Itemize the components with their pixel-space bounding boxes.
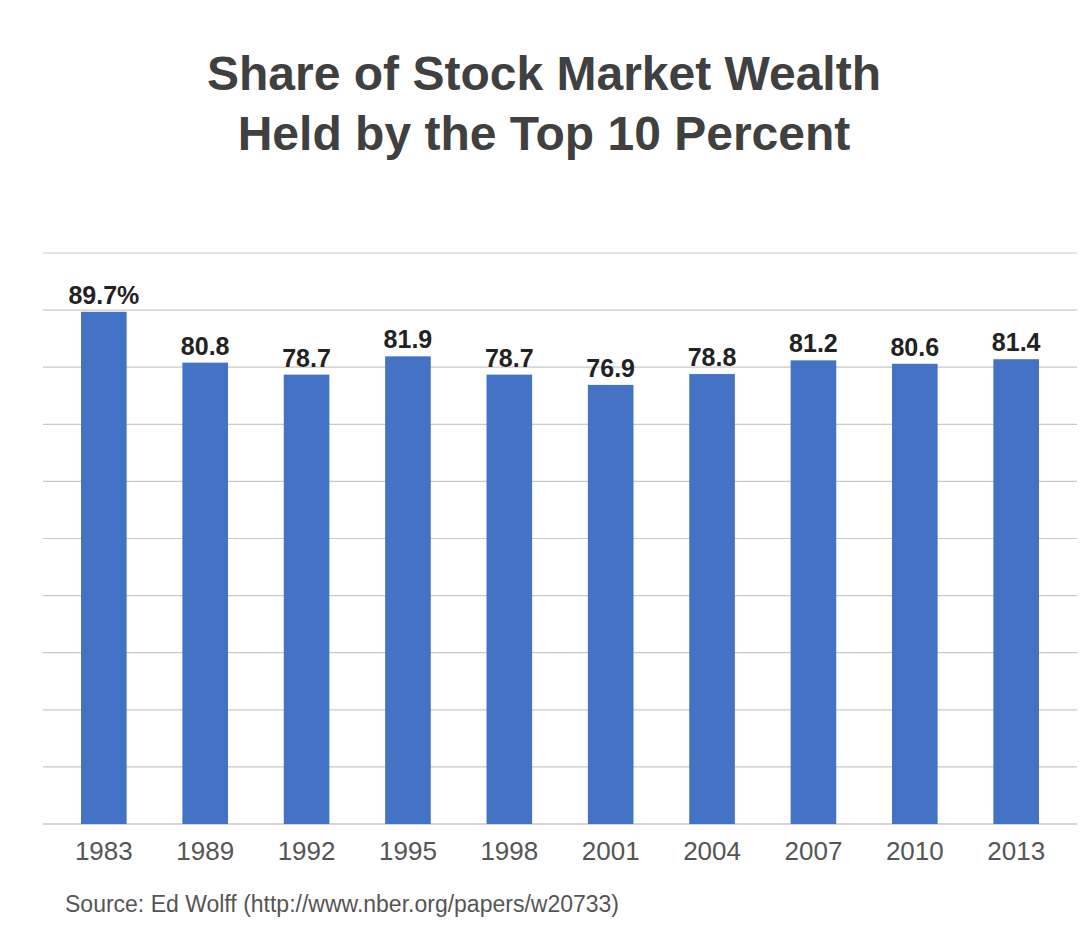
data-labels: 89.7% 80.8 78.7 81.9 78.7 76.9 78.8 81.2 80.6 81.… (68, 281, 1040, 382)
data-label: 78.7 (485, 344, 534, 372)
title-line: Share of Stock Market Wealth (207, 47, 881, 100)
bar (385, 356, 431, 824)
bar (81, 312, 127, 824)
grid-line (43, 252, 1077, 253)
x-tick-label: 1989 (176, 836, 234, 866)
title-line: Held by the Top 10 Percent (238, 107, 851, 160)
x-tick-label: 1995 (379, 836, 437, 866)
data-label: 81.9 (384, 325, 433, 353)
bar (487, 375, 533, 824)
bar (791, 360, 837, 824)
bar (588, 385, 634, 824)
title: Share of Stock Market Wealth Held by the … (207, 47, 881, 160)
bar (284, 375, 330, 824)
data-label: 81.4 (992, 328, 1041, 356)
bar (993, 359, 1039, 824)
x-tick-label: 1992 (278, 836, 336, 866)
x-tick-labels: 1983 1989 1992 1995 1998 2001 2004 2007 2010 2013 (75, 836, 1045, 866)
data-label: 78.8 (688, 343, 737, 371)
x-tick-label: 2010 (886, 836, 944, 866)
x-tick-label: 1998 (480, 836, 538, 866)
bar (689, 374, 735, 824)
grid (43, 253, 1077, 824)
data-label: 80.8 (181, 332, 230, 360)
bar (892, 364, 938, 824)
chart-container: 89.7% 80.8 78.7 81.9 78.7 76.9 78.8 81.2 80.6 81.… (0, 0, 1088, 936)
data-label: 81.2 (789, 329, 838, 357)
bar (182, 363, 228, 824)
bars (81, 312, 1039, 824)
data-label: 76.9 (586, 354, 635, 382)
x-tick-label: 2007 (785, 836, 843, 866)
data-label: 80.6 (890, 333, 939, 361)
data-label: 89.7% (68, 281, 139, 309)
grid-line (43, 310, 1077, 311)
x-tick-label: 1983 (75, 836, 133, 866)
x-tick-label: 2004 (683, 836, 741, 866)
data-label: 78.7 (282, 344, 331, 372)
x-tick-label: 2001 (582, 836, 640, 866)
chart: 89.7% 80.8 78.7 81.9 78.7 76.9 78.8 81.2 80.6 81.… (0, 0, 1088, 936)
background (0, 0, 1088, 936)
x-tick-label: 2013 (987, 836, 1045, 866)
source-note: Source: Ed Wolff (http://www.nber.org/pa… (65, 891, 619, 917)
